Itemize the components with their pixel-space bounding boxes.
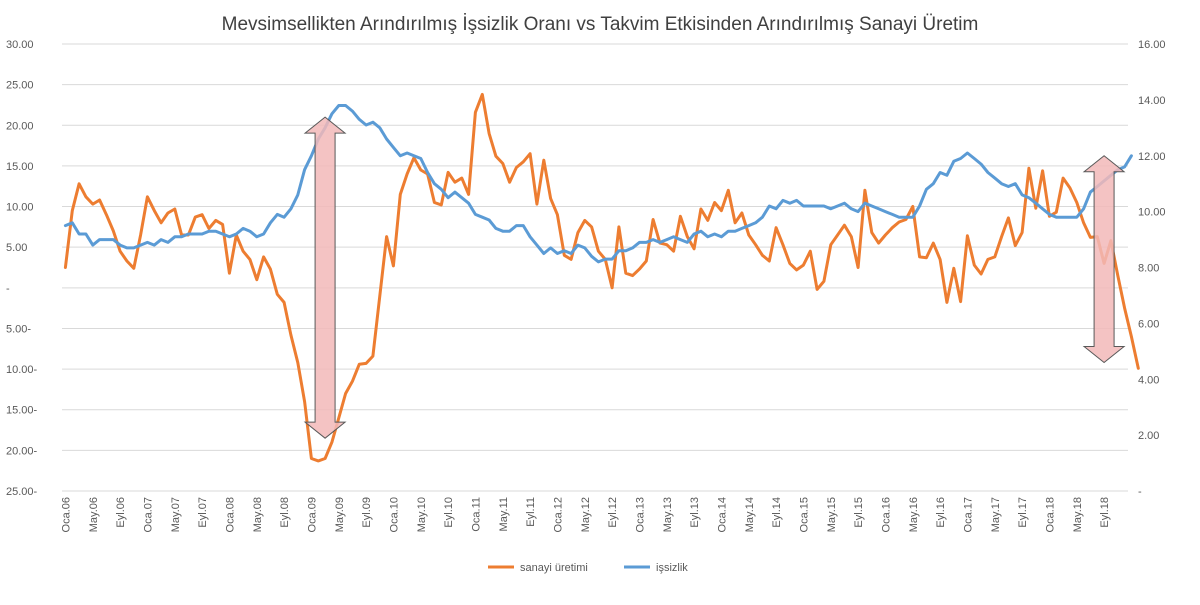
left-tick-label: 25.00-: [6, 486, 38, 498]
x-axis: Oca.06 May.06 Eyl.06 Oca.07 May.07 Eyl.07 Oca.…: [60, 497, 1111, 532]
x-tick-label: Eyl.16: [935, 497, 947, 528]
x-tick-label: Eyl.12: [607, 497, 619, 528]
left-tick-label: 15.00-: [6, 405, 38, 417]
series-layer: [63, 92, 1140, 463]
annotation-arrow-2009: [303, 116, 347, 439]
right-tick-label: 4.00: [1138, 374, 1159, 386]
x-tick-label: Eyl.14: [771, 497, 783, 528]
left-tick-label: 10.00: [6, 202, 34, 214]
left-tick-label: 30.00: [6, 39, 34, 51]
x-tick-label: Oca.11: [470, 497, 482, 532]
x-tick-label: Oca.10: [388, 497, 400, 532]
left-tick-label: 10.00-: [6, 364, 38, 376]
x-tick-label: Eyl.06: [115, 497, 127, 528]
x-tick-label: Oca.09: [306, 497, 318, 532]
x-tick-label: Oca.18: [1044, 497, 1056, 532]
x-tick-label: Eyl.11: [525, 497, 537, 527]
legend-label-1: işsizlik: [656, 562, 688, 574]
right-tick-label: 10.00: [1138, 207, 1166, 219]
right-tick-label: 2.00: [1138, 430, 1159, 442]
x-tick-label: May.18: [1072, 497, 1084, 532]
x-tick-label: Eyl.09: [361, 497, 373, 528]
left-y-axis: 30.0025.0020.0015.0010.005.00-5.00-10.00…: [6, 39, 38, 498]
legend-label-0: sanayi üretimi: [520, 562, 588, 574]
x-tick-label: May.09: [334, 497, 346, 532]
series-line-1: [63, 104, 1133, 264]
x-tick-label: Eyl.15: [853, 497, 865, 528]
left-tick-label: 20.00: [6, 120, 34, 132]
x-tick-label: Oca.14: [716, 497, 728, 532]
x-tick-label: May.16: [908, 497, 920, 532]
x-tick-label: May.14: [744, 497, 756, 532]
x-tick-label: Oca.16: [880, 497, 892, 532]
x-tick-label: Oca.17: [962, 497, 974, 532]
left-tick-label: 15.00: [6, 161, 34, 173]
x-tick-label: Eyl.08: [279, 497, 291, 528]
x-tick-label: Eyl.17: [1017, 497, 1029, 528]
left-tick-label: 20.00-: [6, 445, 38, 457]
annotation-arrow-2018: [1082, 155, 1126, 364]
right-tick-label: 6.00: [1138, 318, 1159, 330]
left-tick-label: -: [6, 283, 10, 295]
x-tick-label: Oca.06: [60, 497, 72, 532]
gridlines: [62, 43, 1128, 492]
legend: sanayi üretimi işsizlik: [488, 562, 688, 574]
x-tick-label: May.10: [416, 497, 428, 532]
x-tick-label: Oca.13: [634, 497, 646, 532]
annotations: [303, 116, 1126, 439]
x-tick-label: Eyl.07: [197, 497, 209, 528]
series-line-0: [63, 92, 1140, 463]
x-tick-label: May.08: [252, 497, 264, 532]
x-tick-label: Eyl.18: [1099, 497, 1111, 528]
x-tick-label: Oca.12: [552, 497, 564, 532]
x-tick-label: Oca.07: [142, 497, 154, 532]
x-tick-label: Eyl.13: [689, 497, 701, 528]
left-tick-label: 5.00-: [6, 323, 31, 335]
x-tick-label: May.12: [580, 497, 592, 532]
right-tick-label: 16.00: [1138, 39, 1166, 51]
right-tick-label: -: [1138, 486, 1142, 498]
x-tick-label: May.11: [498, 497, 510, 531]
right-tick-label: 14.00: [1138, 95, 1166, 107]
left-tick-label: 5.00: [6, 242, 27, 254]
x-tick-label: Oca.15: [798, 497, 810, 532]
right-tick-label: 12.00: [1138, 151, 1166, 163]
x-tick-label: May.17: [990, 497, 1002, 532]
x-tick-label: Oca.08: [224, 497, 236, 532]
chart-title: Mevsimsellikten Arındırılmış İşsizlik Or…: [221, 14, 979, 35]
x-tick-label: May.06: [88, 497, 100, 532]
x-tick-label: May.07: [170, 497, 182, 532]
right-y-axis: 16.00 14.00 12.00 10.00 8.00 6.00 4.00 2.00 -: [1138, 39, 1166, 498]
x-tick-label: Eyl.10: [443, 497, 455, 528]
x-tick-label: May.13: [662, 497, 674, 532]
right-tick-label: 8.00: [1138, 263, 1159, 275]
x-tick-label: May.15: [826, 497, 838, 532]
left-tick-label: 25.00: [6, 80, 34, 92]
